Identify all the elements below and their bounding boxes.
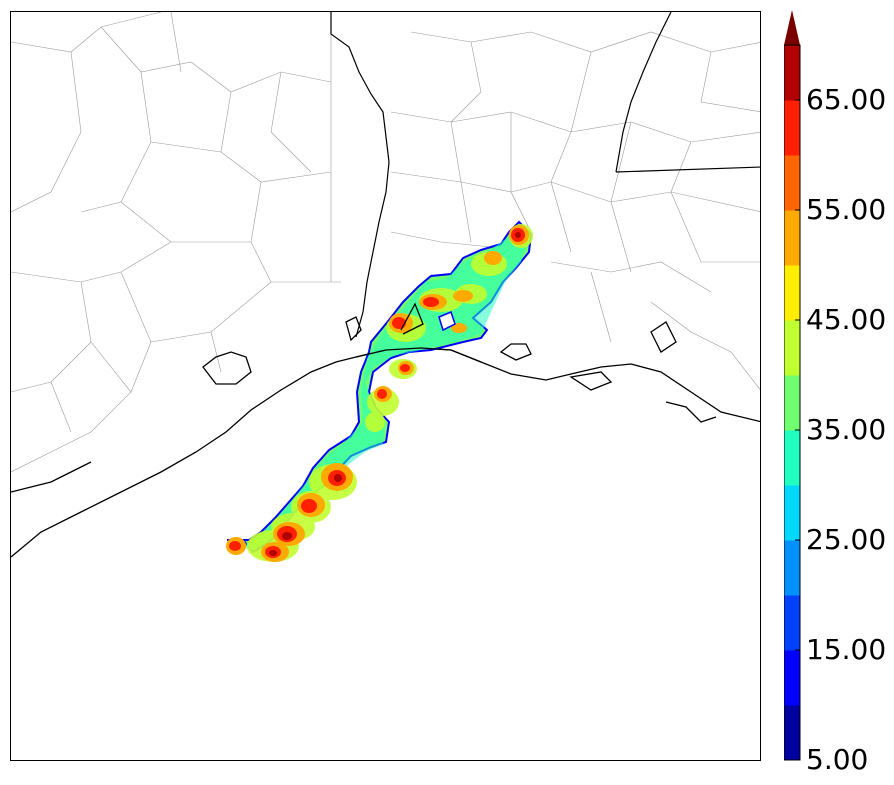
colorbar-tick-label: 55.00	[806, 193, 887, 226]
colorbar-band	[784, 650, 800, 706]
colorbar-band	[784, 595, 800, 651]
overlay-lines	[355, 302, 482, 363]
state-boundaries	[330, 12, 760, 338]
map-canvas	[11, 12, 760, 562]
colorbar-band	[784, 100, 800, 156]
colorbar-band	[784, 430, 800, 486]
field-gap	[438, 310, 456, 332]
colorbar-tick-label: 45.00	[806, 303, 887, 336]
colorbar-band	[784, 155, 800, 211]
colorbar-band	[784, 210, 800, 266]
colorbar-bands	[784, 45, 800, 761]
colorbar-band	[784, 45, 800, 101]
colorbar-outline	[784, 44, 801, 761]
colorbar-band	[784, 705, 800, 761]
map-panel	[10, 11, 761, 761]
reflectivity-field	[226, 220, 533, 562]
colorbar-tick-label: 5.00	[806, 743, 869, 776]
colorbar-band	[784, 540, 800, 596]
field-dark-cores	[269, 232, 521, 556]
colorbar-band	[784, 485, 800, 541]
colorbar-ticks	[795, 99, 800, 761]
colorbar-band	[784, 265, 800, 321]
colorbar-band	[784, 375, 800, 431]
colorbar-tick-label: 65.00	[806, 83, 887, 116]
colorbar-band	[784, 320, 800, 376]
county-boundaries	[11, 12, 760, 473]
colorbar-tick-label: 25.00	[806, 523, 887, 556]
colorbar	[784, 10, 801, 761]
colorbar-tick-label: 35.00	[806, 413, 887, 446]
colorbar-tick-label: 15.00	[806, 633, 887, 666]
colorbar-extend-arrow	[784, 10, 800, 45]
